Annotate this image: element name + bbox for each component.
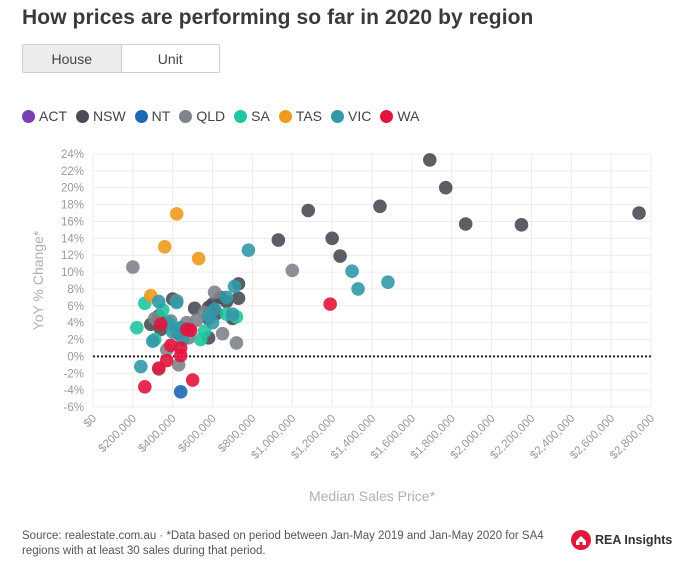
legend-label: SA bbox=[251, 108, 270, 124]
data-point-sa bbox=[193, 332, 208, 347]
data-point-qld bbox=[215, 326, 230, 341]
y-tick-label: 18% bbox=[61, 200, 84, 212]
data-point-vic bbox=[205, 315, 220, 330]
legend-label: QLD bbox=[196, 108, 226, 124]
data-point-tas bbox=[169, 207, 184, 221]
data-point-vic bbox=[227, 279, 242, 294]
y-tick-label: 10% bbox=[61, 267, 84, 279]
data-point-wa bbox=[185, 373, 200, 387]
data-point-qld bbox=[126, 260, 140, 274]
legend-swatch bbox=[76, 109, 89, 123]
chart-title: How prices are performing so far in 2020… bbox=[22, 6, 534, 29]
legend-label: VIC bbox=[348, 108, 372, 124]
data-point-vic bbox=[381, 275, 395, 289]
data-point-tas bbox=[191, 251, 206, 266]
brand-logo: REA Insights bbox=[571, 530, 672, 550]
x-tick-label: $800,000 bbox=[216, 413, 258, 455]
legend-label: NT bbox=[151, 108, 171, 124]
data-point-wa bbox=[323, 297, 337, 311]
legend-item-sa[interactable]: SA bbox=[234, 108, 270, 124]
legend: ACT NSW NT QLD SA TAS VIC WA bbox=[22, 108, 428, 124]
data-point-vic bbox=[241, 243, 256, 257]
data-point-vic bbox=[145, 334, 160, 349]
legend-item-act[interactable]: ACT bbox=[22, 108, 67, 124]
legend-item-nsw[interactable]: NSW bbox=[76, 108, 126, 124]
source-footnote: Source: realestate.com.au · *Data based … bbox=[22, 530, 544, 557]
y-tick-label: 14% bbox=[61, 233, 84, 245]
data-point-wa bbox=[173, 348, 188, 363]
data-point-nsw bbox=[271, 233, 286, 247]
data-point-nsw bbox=[422, 153, 437, 167]
data-point-wa bbox=[151, 361, 166, 376]
data-point-nsw bbox=[301, 203, 316, 218]
data-point-sa bbox=[130, 320, 144, 335]
y-tick-label: -4% bbox=[64, 385, 84, 397]
data-point-nsw bbox=[438, 180, 453, 195]
y-axis-title: YoY % Change* bbox=[30, 230, 46, 330]
legend-label: TAS bbox=[295, 108, 323, 124]
legend-swatch bbox=[278, 109, 292, 123]
data-point-vic bbox=[169, 295, 184, 310]
data-point-wa bbox=[153, 317, 168, 332]
legend-label: NSW bbox=[93, 108, 126, 124]
data-point-qld bbox=[207, 285, 222, 300]
legend-swatch bbox=[380, 109, 394, 123]
y-tick-label: 6% bbox=[67, 301, 84, 313]
y-tick-label: -2% bbox=[64, 368, 84, 380]
rea-house-icon bbox=[571, 530, 591, 550]
x-axis-title: Median Sales Price* bbox=[309, 488, 436, 504]
data-point-nsw bbox=[325, 231, 339, 246]
y-tick-label: 20% bbox=[61, 183, 84, 195]
legend-swatch bbox=[22, 109, 35, 123]
data-point-nsw bbox=[632, 206, 646, 220]
y-tick-label: 4% bbox=[67, 318, 84, 330]
brand-name: REA Insights bbox=[595, 533, 673, 547]
data-point-qld bbox=[285, 263, 300, 278]
y-tick-label: 2% bbox=[67, 335, 84, 347]
data-point-vic bbox=[219, 290, 234, 305]
data-point-nsw bbox=[514, 218, 529, 232]
unit-toggle-button[interactable]: Unit bbox=[157, 50, 183, 67]
data-point-nt bbox=[173, 385, 188, 399]
data-point-vic bbox=[151, 294, 166, 309]
legend-swatch bbox=[134, 109, 148, 123]
data-point-tas bbox=[157, 239, 172, 254]
legend-item-tas[interactable]: TAS bbox=[278, 108, 323, 124]
legend-item-wa[interactable]: WA bbox=[380, 108, 419, 124]
legend-swatch bbox=[179, 109, 193, 123]
data-point-qld bbox=[229, 336, 244, 350]
legend-item-qld[interactable]: QLD bbox=[179, 108, 225, 124]
data-point-nsw bbox=[373, 199, 387, 214]
property-type-toggle: House Unit bbox=[22, 44, 220, 73]
legend-label: WA bbox=[397, 108, 420, 124]
y-tick-label: -6% bbox=[64, 402, 84, 414]
x-tick-label: $200,000 bbox=[97, 413, 139, 455]
x-tick-label: $600,000 bbox=[176, 413, 218, 455]
house-toggle-button[interactable]: House bbox=[23, 45, 122, 72]
data-point-nsw bbox=[458, 217, 473, 231]
x-tick-label: $0 bbox=[82, 413, 100, 431]
y-tick-label: 12% bbox=[61, 250, 84, 262]
legend-swatch bbox=[234, 109, 248, 123]
x-tick-label: $400,000 bbox=[136, 413, 178, 455]
data-point-nsw bbox=[231, 291, 246, 306]
scatter-chart: -6% -4% -2% 0% 2% 4% 6% 8% 10% 12% 14% 16% 18% 20% 22%… bbox=[30, 149, 657, 504]
data-point-wa bbox=[183, 323, 198, 338]
legend-item-vic[interactable]: VIC bbox=[331, 108, 371, 124]
y-tick-label: 22% bbox=[61, 166, 84, 178]
legend-item-nt[interactable]: NT bbox=[134, 108, 171, 124]
y-tick-label: 16% bbox=[61, 216, 84, 228]
data-point-vic bbox=[165, 325, 180, 339]
data-point-nsw bbox=[333, 249, 347, 263]
legend-label: ACT bbox=[39, 108, 67, 124]
data-point-vic bbox=[351, 282, 365, 296]
data-point-vic bbox=[134, 359, 148, 374]
data-point-vic bbox=[225, 307, 240, 322]
y-tick-label: 0% bbox=[67, 351, 84, 363]
y-tick-label: 24% bbox=[61, 149, 84, 161]
y-tick-label: 8% bbox=[67, 284, 84, 296]
data-point-vic bbox=[345, 264, 359, 279]
data-point-wa bbox=[138, 379, 152, 394]
legend-swatch bbox=[331, 109, 345, 123]
